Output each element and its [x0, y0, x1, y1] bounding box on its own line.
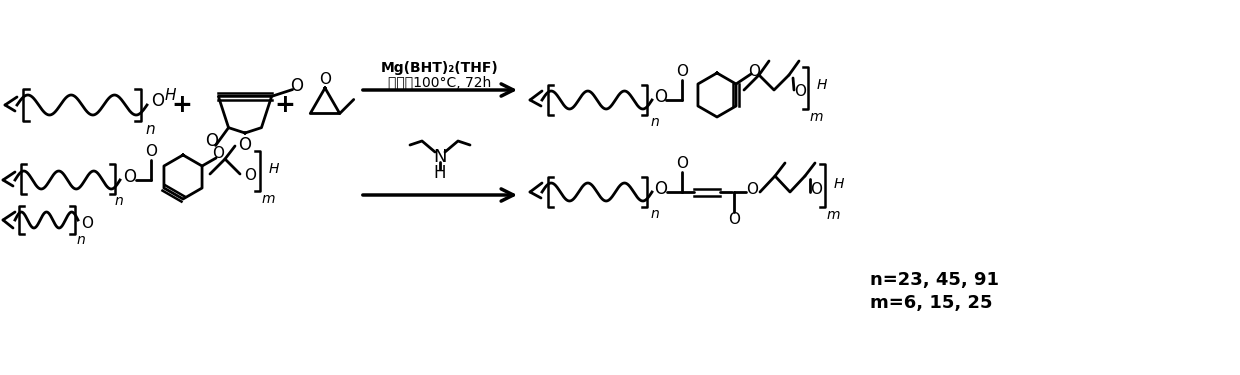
- Text: O: O: [205, 132, 218, 150]
- Text: O: O: [238, 136, 252, 154]
- Text: 甲苯，100°C, 72h: 甲苯，100°C, 72h: [388, 75, 491, 89]
- Text: O: O: [81, 216, 93, 231]
- Text: m=6, 15, 25: m=6, 15, 25: [870, 294, 992, 312]
- Text: O: O: [145, 144, 157, 159]
- Text: O: O: [810, 182, 822, 196]
- Text: H: H: [817, 78, 827, 92]
- Text: H: H: [835, 177, 844, 191]
- Text: n: n: [651, 207, 660, 221]
- Text: n: n: [77, 233, 86, 247]
- Text: m: m: [262, 192, 275, 206]
- Text: O: O: [728, 213, 740, 228]
- Text: m: m: [810, 110, 823, 124]
- Text: O: O: [653, 180, 667, 198]
- Text: O: O: [748, 63, 760, 78]
- Text: H: H: [269, 162, 279, 176]
- Text: N: N: [433, 148, 446, 166]
- Text: H: H: [434, 164, 446, 182]
- Text: n: n: [651, 115, 660, 129]
- Text: m: m: [827, 208, 841, 222]
- Text: +: +: [171, 93, 192, 117]
- Text: O: O: [319, 72, 331, 87]
- Text: O: O: [653, 88, 667, 106]
- Text: Mg(BHT)₂(THF): Mg(BHT)₂(THF): [381, 61, 498, 75]
- Text: O: O: [212, 147, 224, 162]
- Text: O: O: [244, 168, 255, 183]
- Text: O: O: [676, 156, 688, 171]
- Text: n: n: [115, 194, 124, 208]
- Text: O: O: [123, 168, 136, 186]
- Text: O: O: [676, 64, 688, 80]
- Text: O: O: [290, 76, 303, 94]
- Text: O: O: [794, 84, 806, 99]
- Text: n: n: [145, 122, 155, 136]
- Text: H: H: [165, 87, 176, 102]
- Text: O: O: [746, 182, 758, 196]
- Text: O: O: [151, 92, 164, 110]
- Text: n=23, 45, 91: n=23, 45, 91: [870, 271, 999, 289]
- Text: +: +: [274, 93, 295, 117]
